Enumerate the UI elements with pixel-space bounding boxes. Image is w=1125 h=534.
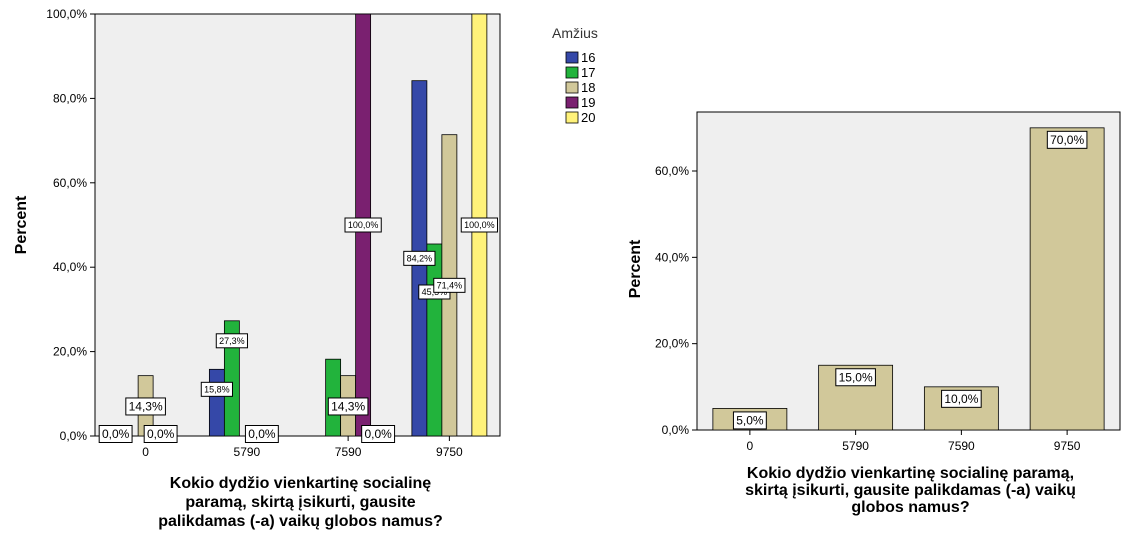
- x-axis-title-line: globos namus?: [851, 499, 969, 516]
- data-label-16-9750: 84,2%: [403, 250, 436, 266]
- data-label-20-9750-box: [460, 217, 498, 233]
- x-tick-label: 7590: [335, 445, 362, 459]
- y-tick-label: 80,0%: [53, 91, 87, 105]
- data-label-5790-text: 15,0%: [839, 370, 873, 384]
- single-bar-chart: 0,0% 20,0% 40,0% 60,0% 0 5,0% 5790 15,0% 7590 10,…: [627, 111, 1121, 516]
- data-label-20-7590: 0,0%: [361, 425, 396, 443]
- data-label-0-text: 5,0%: [736, 414, 764, 428]
- data-label-16-5790-text: 15,8%: [204, 384, 230, 394]
- data-label-17-5790: 27,3%: [215, 333, 248, 349]
- x-axis-title-line: Kokio dydžio vienkartinę socialinę: [170, 475, 432, 492]
- data-label-19-7590: 100,0%: [344, 217, 382, 233]
- x-tick-label: 9750: [1054, 439, 1081, 453]
- y-axis-title: Percent: [13, 195, 30, 254]
- data-label-16-0: 0,0%: [98, 425, 133, 443]
- y-tick-label: 100,0%: [46, 7, 87, 21]
- legend-swatch-20: [565, 111, 579, 124]
- legend-swatch-17: [565, 66, 579, 79]
- x-tick-label: 0: [142, 445, 149, 459]
- data-label-16-9750-text: 84,2%: [407, 253, 433, 263]
- data-label-18-7590: 14,3%: [327, 397, 369, 416]
- data-label-16-0-box: [98, 425, 133, 443]
- data-label-7590-text: 10,0%: [944, 392, 978, 406]
- data-label-16-5790: 15,8%: [200, 381, 233, 397]
- data-label-19-5790-text: 0,0%: [248, 427, 276, 441]
- bar-16-5790: [208, 368, 225, 437]
- y-tick-label: 20,0%: [655, 337, 689, 351]
- data-label-19-0-text: 0,0%: [147, 427, 175, 441]
- grouped-bar-chart: 0,0% 20,0% 40,0% 60,0% 80,0% 100,0% 0 5790 7590 9…: [13, 7, 598, 530]
- data-label-17-5790-text: 27,3%: [219, 336, 245, 346]
- y-tick-label: 0,0%: [662, 423, 690, 437]
- bar-9750: [1029, 127, 1105, 431]
- data-label-18-0-box: [125, 397, 166, 416]
- data-label-18-9750: 71,4%: [433, 277, 466, 293]
- data-label-18-9750-box: [433, 277, 466, 293]
- data-label-16-9750-box: [403, 250, 436, 266]
- bar-17-9750: [426, 243, 443, 437]
- x-axis-title-line: palikdamas (-a) vaikų globos namus?: [158, 513, 443, 530]
- legend-label-19: 19: [581, 95, 595, 110]
- data-label-19-5790-box: [244, 425, 279, 443]
- data-label-20-9750: 100,0%: [460, 217, 498, 233]
- data-label-19-0: 0,0%: [143, 425, 178, 443]
- y-axis-title: Percent: [627, 239, 644, 298]
- data-label-9750: 70,0%: [1046, 130, 1088, 149]
- y-tick-label: 60,0%: [655, 164, 689, 178]
- data-label-19-5790: 0,0%: [244, 425, 279, 443]
- x-tick-label: 0: [747, 439, 754, 453]
- legend-title: Amžius: [552, 25, 598, 41]
- data-label-20-9750-text: 100,0%: [464, 220, 495, 230]
- data-label-9750-text: 70,0%: [1050, 133, 1084, 147]
- data-label-16-0-text: 0,0%: [102, 427, 130, 441]
- y-tick-label: 40,0%: [655, 250, 689, 264]
- x-tick-label: 7590: [948, 439, 975, 453]
- data-label-7590: 10,0%: [941, 389, 982, 408]
- legend-label-20: 20: [581, 110, 595, 125]
- data-label-18-7590-text: 14,3%: [331, 400, 365, 414]
- data-label-5790: 15,0%: [835, 368, 876, 387]
- y-tick-label: 0,0%: [60, 429, 88, 443]
- data-label-18-0-text: 14,3%: [129, 400, 163, 414]
- data-label-18-0: 14,3%: [125, 397, 166, 416]
- legend-swatch-18: [565, 81, 579, 94]
- data-label-20-7590-text: 0,0%: [364, 427, 392, 441]
- x-tick-label: 5790: [842, 439, 869, 453]
- x-axis-title-line: skirtą įsikurti, gausite palikdamas (-a)…: [745, 482, 1076, 499]
- x-axis-title-line: Kokio dydžio vienkartinę socialinę param…: [747, 465, 1074, 482]
- data-label-0: 5,0%: [732, 411, 767, 430]
- legend-swatch-19: [565, 96, 579, 109]
- legend-label-17: 17: [581, 65, 595, 80]
- data-label-19-7590-box: [344, 217, 382, 233]
- y-tick-label: 20,0%: [53, 345, 87, 359]
- x-tick-label: 9750: [436, 445, 463, 459]
- data-label-20-7590-box: [361, 425, 396, 443]
- data-label-18-9750-text: 71,4%: [437, 280, 463, 290]
- data-label-19-7590-text: 100,0%: [348, 220, 379, 230]
- y-tick-label: 60,0%: [53, 176, 87, 190]
- x-axis-title-line: paramą, skirtą įsikurti, gausite: [185, 494, 415, 511]
- legend-label-16: 16: [581, 50, 595, 65]
- data-label-17-5790-box: [215, 333, 248, 349]
- legend-swatch-16: [565, 51, 579, 64]
- data-label-7590-box: [941, 389, 982, 408]
- data-label-16-5790-box: [200, 381, 233, 397]
- data-label-18-7590-box: [327, 397, 369, 416]
- bar-17-5790: [223, 320, 240, 437]
- data-label-19-0-box: [143, 425, 178, 443]
- data-label-0-box: [732, 411, 767, 430]
- data-label-5790-box: [835, 368, 876, 387]
- legend-label-18: 18: [581, 80, 595, 95]
- x-tick-label: 5790: [234, 445, 261, 459]
- data-label-9750-box: [1046, 130, 1088, 149]
- y-tick-label: 40,0%: [53, 260, 87, 274]
